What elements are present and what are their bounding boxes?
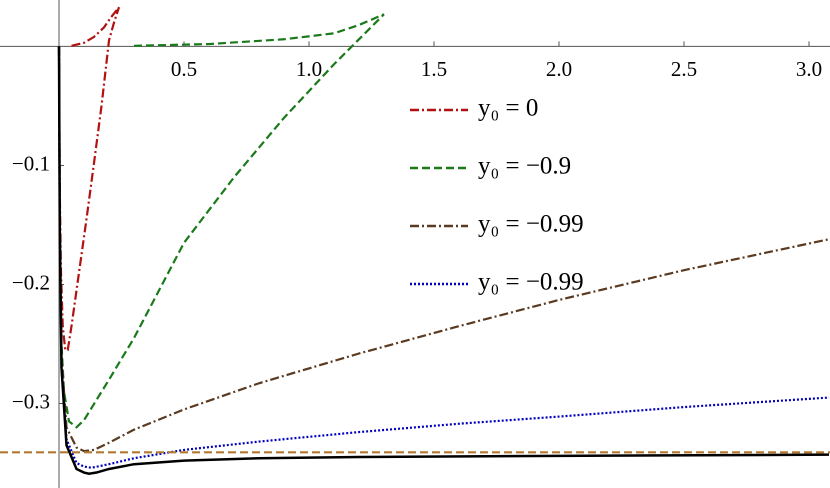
- x-tick-label: 3.0: [796, 57, 822, 81]
- legend-label: y₀ = 0: [478, 95, 538, 122]
- y-tick-label: −0.3: [12, 389, 50, 413]
- legend-label: y₀ = −0.99: [478, 269, 584, 296]
- curve: [57, 13, 385, 429]
- x-tick-label: 1.0: [296, 57, 322, 81]
- x-tick-label: 2.0: [546, 57, 572, 81]
- x-tick-label: 2.5: [671, 57, 697, 81]
- x-tick-label: 0.5: [171, 57, 197, 81]
- x-tick-label: 1.5: [421, 57, 447, 81]
- legend-label: y₀ = −0.9: [478, 153, 571, 180]
- y-tick-label: −0.1: [12, 151, 50, 175]
- legend-label: y₀ = −0.99: [478, 211, 584, 238]
- curve: [57, 46, 830, 475]
- y-tick-label: −0.2: [12, 270, 50, 294]
- curve: [57, 46, 830, 453]
- curve: [57, 6, 121, 352]
